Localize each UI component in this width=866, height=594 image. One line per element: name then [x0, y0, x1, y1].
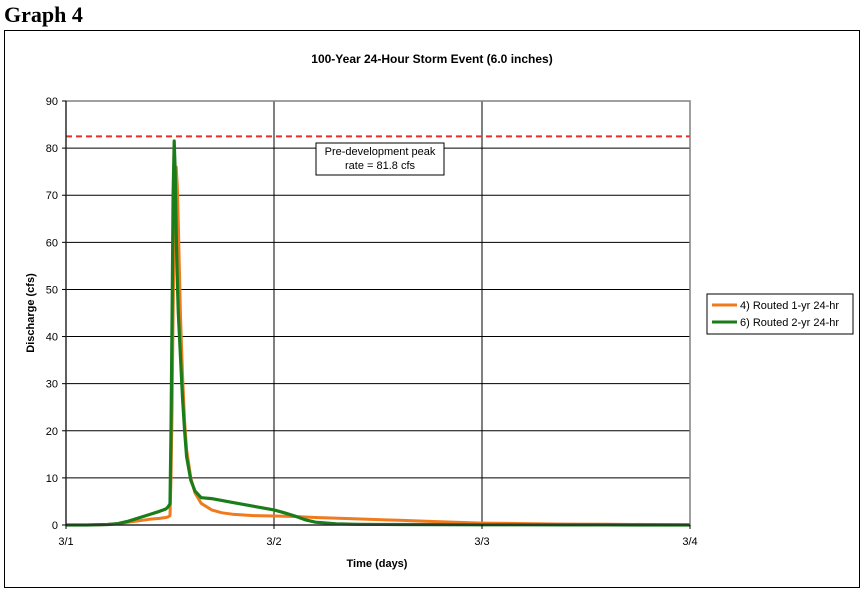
y-tick-label: 60 [46, 237, 58, 249]
series-group [66, 139, 691, 527]
y-tick-label: 40 [46, 332, 58, 344]
x-axis-label: Time (days) [347, 558, 408, 570]
x-tick-label: 3/2 [266, 536, 281, 548]
x-tick-label: 3/1 [58, 536, 73, 548]
legend-label: 6) Routed 2-yr 24-hr [740, 317, 839, 329]
y-tick-label: 90 [46, 96, 58, 108]
y-tick-label: 30 [46, 379, 58, 391]
reference-line-group: Pre-development peak rate = 81.8 cfs [66, 135, 690, 176]
annotation-text: Pre-development peak [325, 146, 436, 158]
legend-label: 4) Routed 1-yr 24-hr [740, 300, 839, 312]
legend: 4) Routed 1-yr 24-hr 6) Routed 2-yr 24-hr [706, 293, 854, 335]
y-tick-label: 20 [46, 426, 58, 438]
y-tick-label: 70 [46, 190, 58, 202]
series-line-1 [66, 165, 691, 527]
chart-title: 100-Year 24-Hour Storm Event (6.0 inches… [311, 52, 552, 66]
x-tick-label: 3/3 [474, 536, 489, 548]
grid-lines [66, 100, 690, 525]
x-tick-label: 3/4 [682, 536, 697, 548]
y-axis-label: Discharge (cfs) [25, 273, 37, 353]
y-tick-label: 10 [46, 473, 58, 485]
legend-box [706, 293, 854, 335]
y-tick-label: 50 [46, 284, 58, 296]
annotation-text: rate = 81.8 cfs [345, 160, 416, 172]
series-line-2 [66, 139, 690, 527]
y-tick-label: 80 [46, 143, 58, 155]
axes-group: 0 10 20 30 40 50 60 70 80 90 3/1 3/2 3/3 3/4 [46, 96, 698, 548]
y-tick-label: 0 [52, 520, 58, 532]
annotation-box [315, 142, 445, 176]
graph-heading: Graph 4 [4, 2, 83, 27]
